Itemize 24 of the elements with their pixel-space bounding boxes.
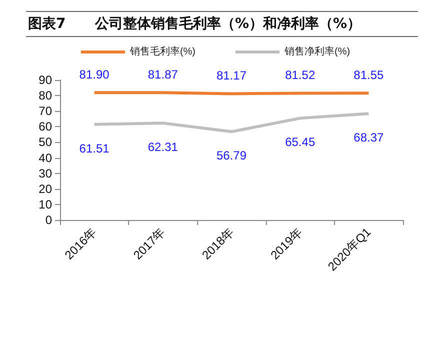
- y-tick-label: 30: [38, 166, 52, 180]
- y-tick-label: 90: [38, 73, 52, 87]
- y-tick-label: 40: [38, 150, 52, 165]
- legend-label: 销售毛利率(%): [128, 46, 196, 58]
- data-label: 56.79: [216, 148, 247, 163]
- data-label: 81.55: [354, 68, 384, 82]
- data-label: 68.37: [354, 130, 384, 145]
- data-label: 62.31: [148, 140, 178, 154]
- y-tick-label: 10: [38, 197, 52, 212]
- legend-label: 销售净利率(%): [284, 46, 350, 58]
- y-tick-label: 50: [38, 135, 52, 150]
- y-tick-label: 80: [38, 88, 52, 103]
- data-label: 81.17: [216, 68, 247, 83]
- y-tick-label: 60: [38, 120, 52, 134]
- chart-title: 图表7 公司整体销售毛利率（%）和净利率（%）: [26, 11, 418, 37]
- data-label: 81.90: [79, 68, 110, 82]
- data-label: 65.45: [285, 135, 316, 150]
- y-tick-label: 20: [38, 182, 52, 196]
- y-tick-label: 0: [45, 213, 52, 227]
- data-label: 61.51: [79, 141, 110, 156]
- data-label: 81.87: [148, 68, 178, 82]
- line-series: [92, 112, 370, 134]
- y-tick-label: 70: [38, 104, 52, 118]
- data-label: 81.52: [285, 68, 316, 82]
